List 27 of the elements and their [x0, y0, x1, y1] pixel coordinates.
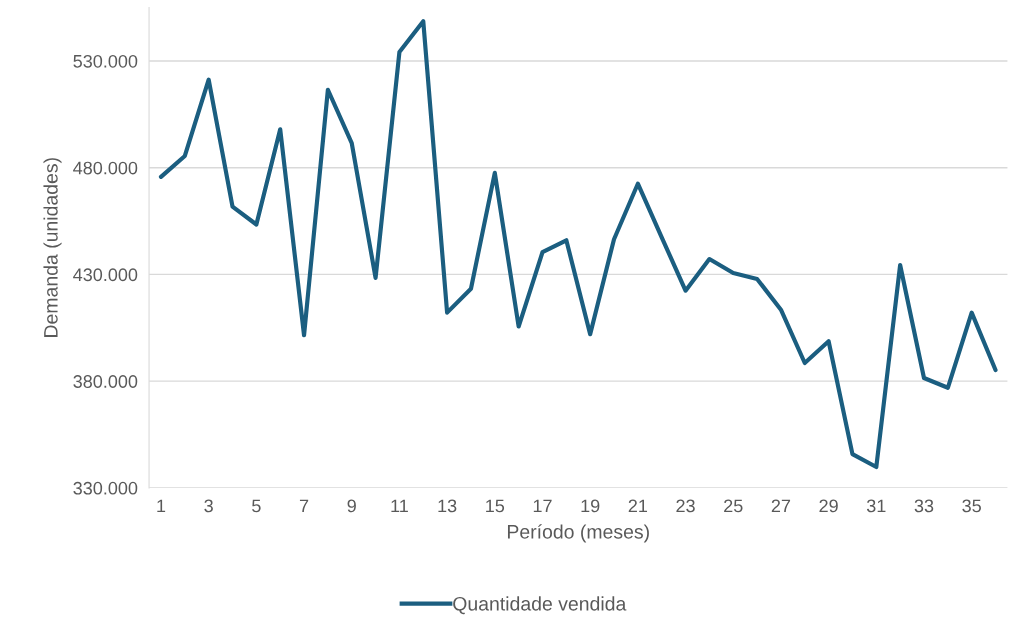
x-tick-label: 15 [486, 499, 505, 513]
x-tick-label: 5 [252, 499, 261, 513]
x-tick-label: 25 [724, 499, 743, 513]
x-tick-label: 1 [157, 499, 166, 513]
line-series [158, 19, 998, 470]
x-tick-label: 33 [914, 499, 934, 513]
y-tick-label: 480.000 [73, 161, 138, 175]
x-tick-label: 11 [391, 499, 408, 513]
x-tick-label: 13 [438, 499, 457, 513]
x-tick-label: 27 [771, 499, 791, 513]
y-tick-label: 330.000 [73, 481, 138, 495]
y-tick-label: 530.000 [73, 54, 138, 68]
x-tick-label: 9 [347, 499, 356, 513]
x-tick-label: 29 [819, 499, 838, 513]
y-tick-label: 380.000 [73, 375, 138, 388]
x-tick-label: 21 [628, 499, 648, 513]
x-tick-label: 19 [581, 499, 600, 513]
x-tick-label: 17 [533, 499, 552, 513]
x-tick-label: 7 [299, 499, 309, 513]
x-axis-title: Período (meses) [507, 524, 649, 543]
legend-label: Quantidade vendida [453, 596, 627, 615]
x-tick-label: 23 [676, 499, 695, 513]
x-tick-label: 31 [866, 499, 886, 513]
y-tick-label: 430.000 [73, 268, 138, 282]
y-axis-title: Demanda (unidades) [43, 158, 62, 337]
x-tick-label: 3 [204, 499, 213, 513]
x-tick-label: 35 [962, 499, 981, 513]
